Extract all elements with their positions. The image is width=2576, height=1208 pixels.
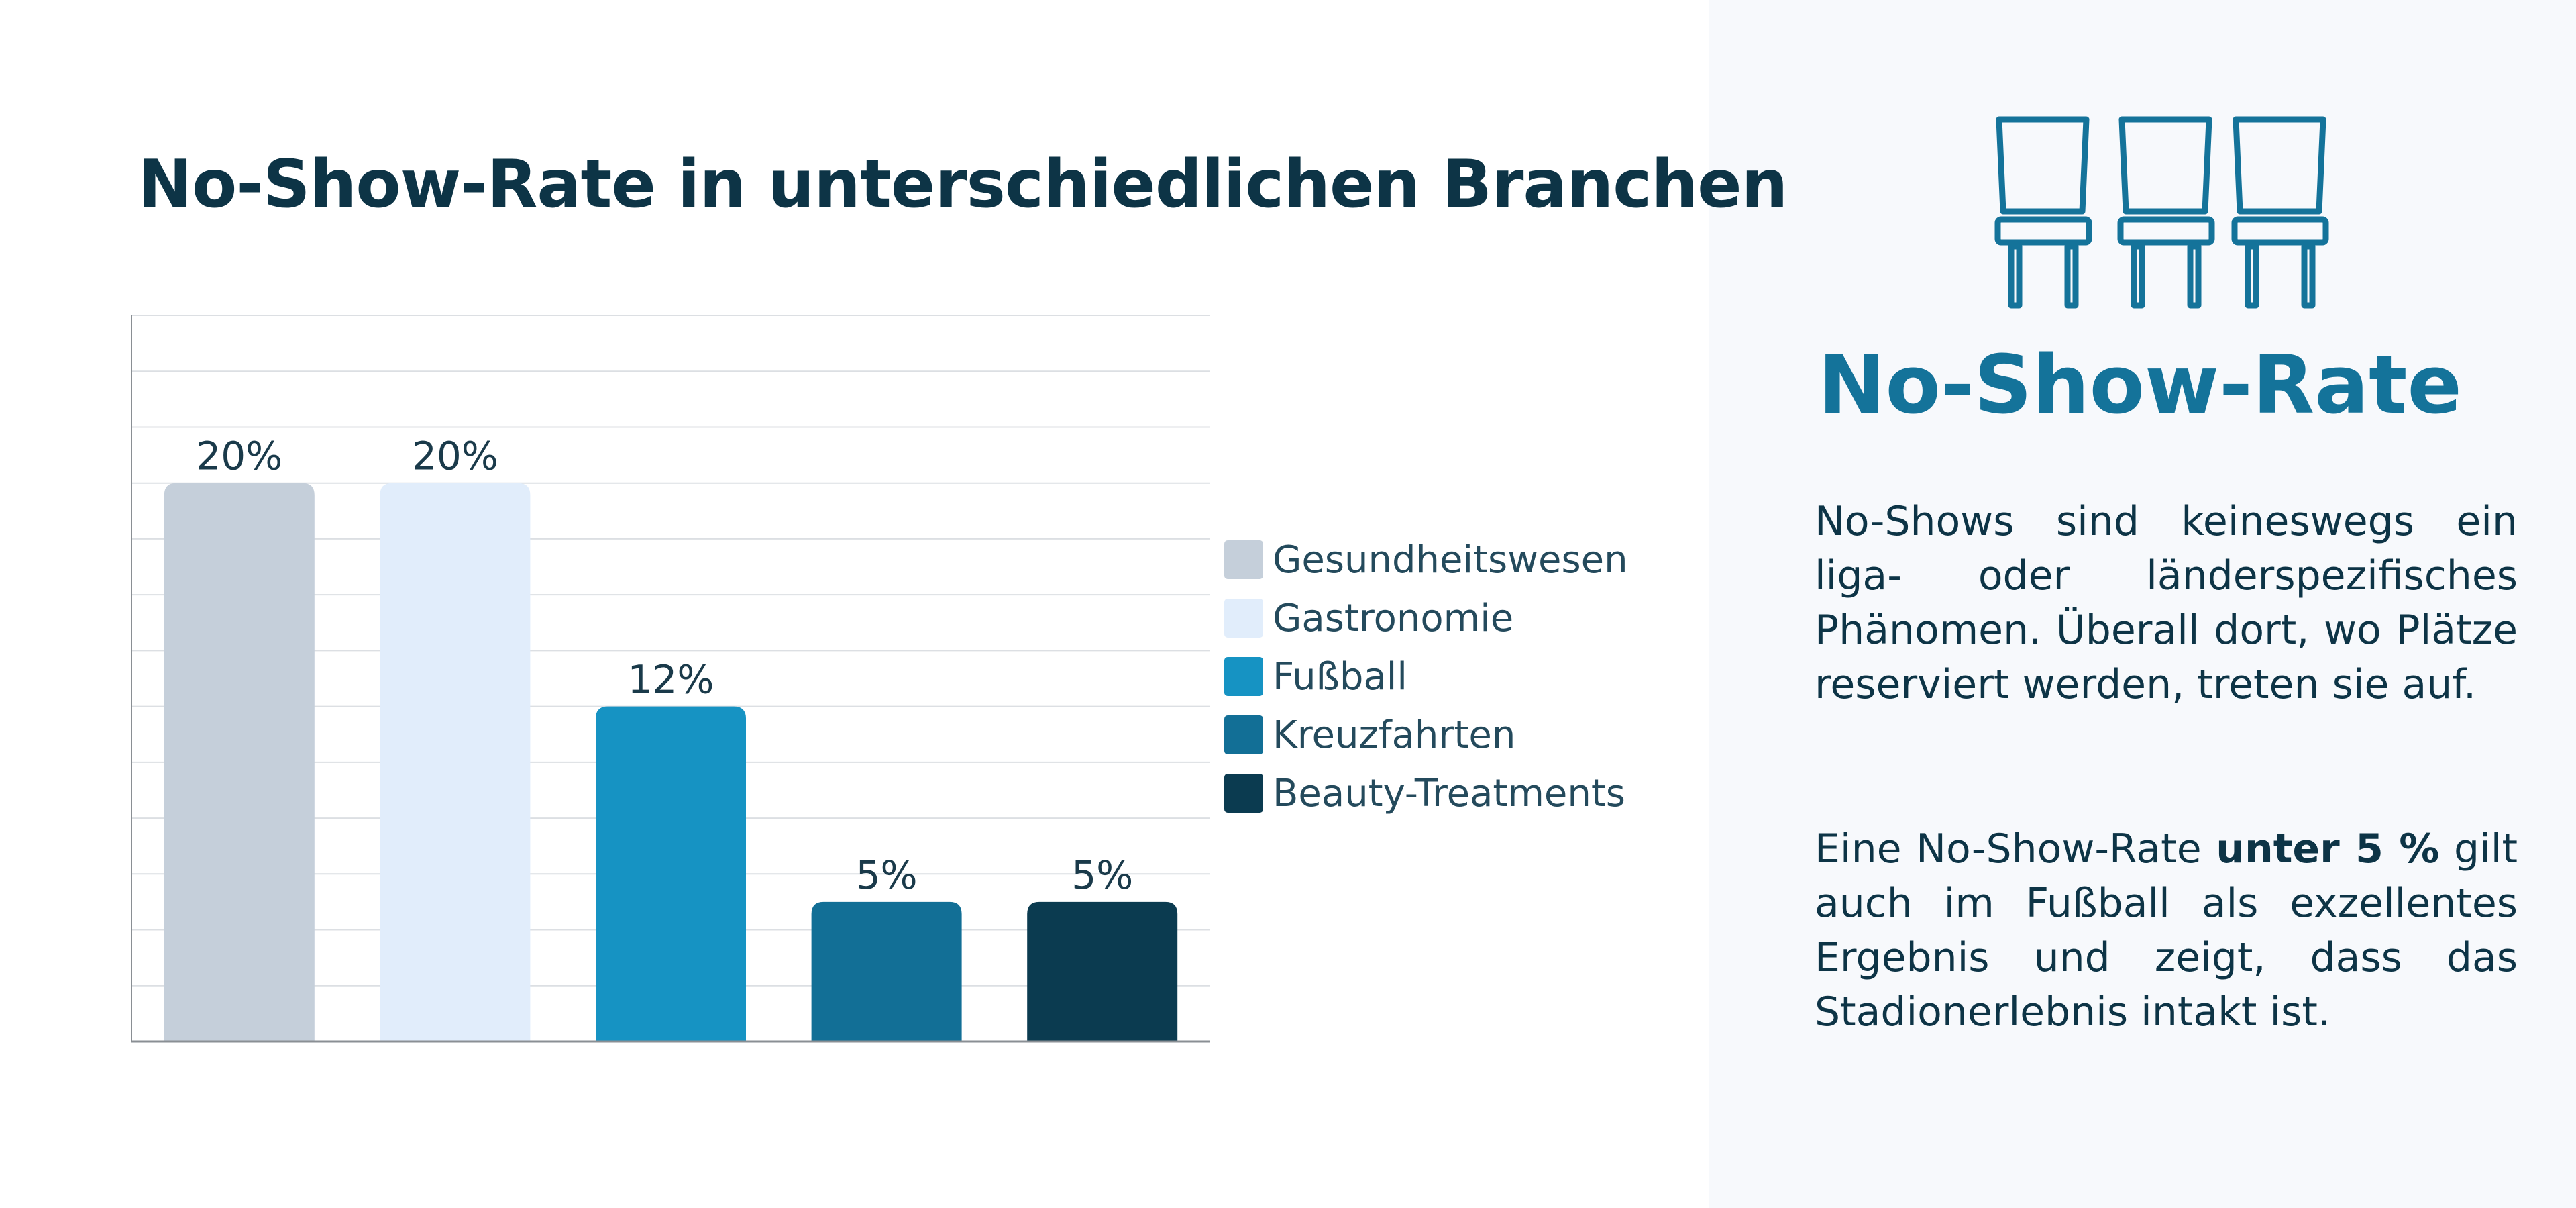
chart-title: No-Show-Rate in unterschiedlichen Branch… [138,146,1788,223]
legend-swatch [1224,540,1263,579]
legend-swatch [1224,599,1263,638]
description-paragraph: No-Shows sind keineswegs ein liga- oder … [1815,498,2518,708]
bar-gastronomie [380,483,531,1042]
data-label: 12% [628,657,714,703]
legend-label: Gesundheitswesen [1273,538,1628,582]
info-panel [1709,0,2576,1208]
legend-label: Kreuzfahrten [1273,713,1515,757]
legend-label: Fußball [1273,655,1407,699]
highlight-text-before: Eine No-Show-Rate [1815,825,2216,872]
legend-swatch [1224,657,1263,696]
bar-kreuzfahrten [811,901,962,1042]
data-label: 5% [1071,852,1133,898]
bar-fußball [596,706,746,1042]
chairs-icon [1994,116,2329,309]
highlight-paragraph: Eine No-Show-Rate unter 5 % gilt auch im… [1815,822,2518,1040]
bar-gesundheitswesen [164,483,315,1042]
legend-swatch [1224,774,1263,813]
bar-chart: 20% 20% 12% 5% 5% Gesundheitswesen Gastronomie… [131,315,1628,1043]
side-title: No-Show-Rate [1818,339,2462,432]
highlight-text-after: gilt auch im Fußball als exzellentes Erg… [1815,825,2518,1036]
data-label: 5% [856,852,918,898]
data-label: 20% [196,434,282,479]
legend-label: Beauty-Treatments [1273,772,1625,815]
highlight-bold: unter 5 % [2216,825,2440,872]
bar-beauty-treatments [1027,901,1178,1042]
legend-label: Gastronomie [1273,597,1513,640]
data-label: 20% [412,434,498,479]
legend-swatch [1224,715,1263,754]
